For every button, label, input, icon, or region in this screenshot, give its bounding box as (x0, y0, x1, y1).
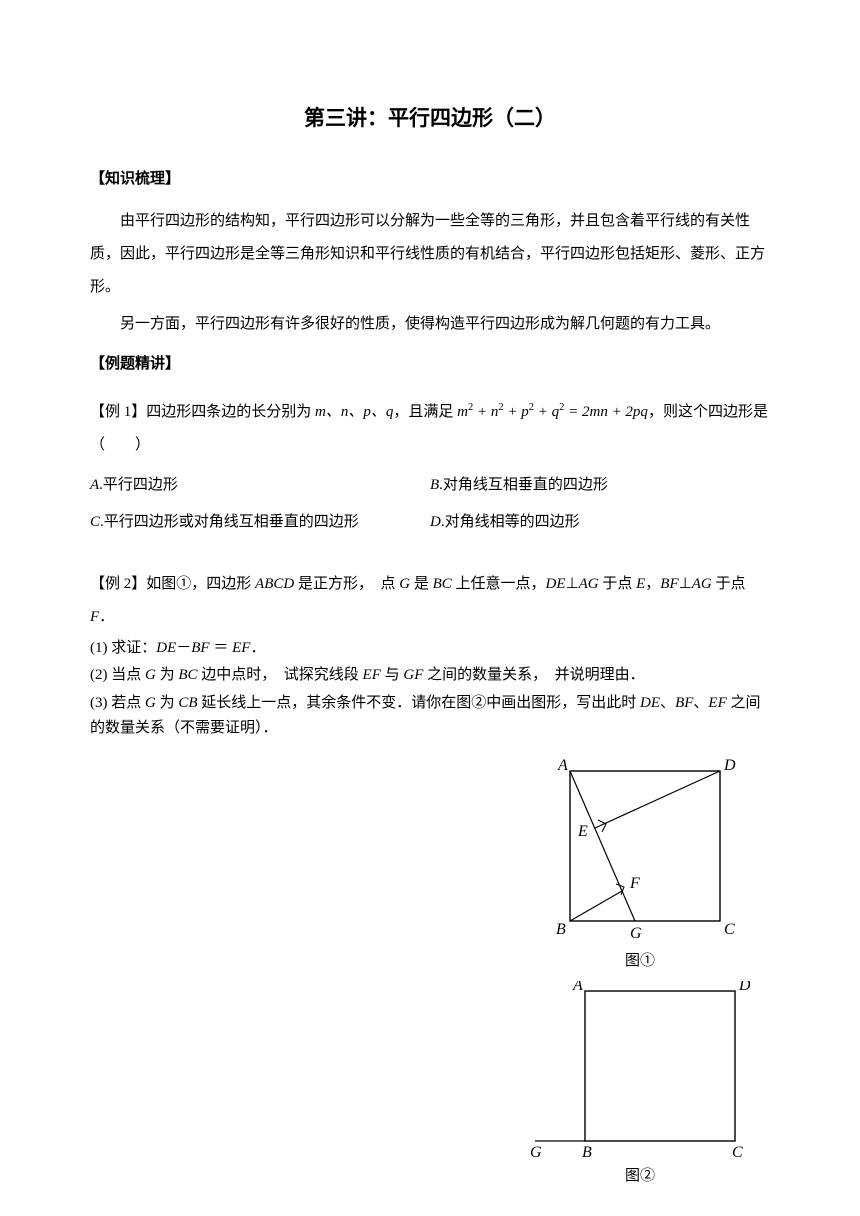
example-2-part3: (3) 若点 G 为 CB 延长线上一点，其余条件不变．请你在图②中画出图形，写… (90, 691, 770, 742)
label-E: E (577, 823, 588, 840)
option-c: C.平行四边形或对角线互相垂直的四边形 (90, 509, 430, 536)
figures-container: A D B C E F G 图① A D B C G 图② (90, 756, 770, 1196)
example-1-stem: 【例 1】四边形四条边的长分别为 m、n、p、q，且满足 m2 + n2 + p… (90, 396, 770, 462)
paragraph-2: 另一方面，平行四边形有许多很好的性质，使得构造平行四边形成为解几何题的有力工具。 (90, 308, 770, 341)
label-B: B (556, 921, 566, 938)
option-d: D.对角线相等的四边形 (430, 509, 770, 536)
label-G2: G (530, 1144, 542, 1161)
example-1-options: A.平行四边形 B.对角线互相垂直的四边形 C.平行四边形或对角线互相垂直的四边… (90, 472, 770, 536)
figure-1: A D B C E F G 图① (530, 756, 750, 975)
figure-1-label: 图① (530, 948, 750, 975)
section-examples-header: 【例题精讲】 (90, 351, 770, 378)
example-2-part1: (1) 求证：DE－BF ＝ EF． (90, 636, 770, 662)
label-A2: A (572, 981, 583, 994)
label-D: D (723, 757, 736, 774)
example-1: 【例 1】四边形四条边的长分别为 m、n、p、q，且满足 m2 + n2 + p… (90, 396, 770, 536)
label-D2: D (738, 981, 750, 994)
example-2: 【例 2】如图①，四边形 ABCD 是正方形， 点 G 是 BC 上任意一点，D… (90, 568, 770, 742)
section-knowledge-header: 【知识梳理】 (90, 166, 770, 193)
paragraph-1: 由平行四边形的结构知，平行四边形可以分解为一些全等的三角形，并且包含着平行线的有… (90, 205, 770, 304)
figure-2-svg: A D B C G (530, 981, 750, 1161)
example-1-label: 【例 1】 (90, 404, 146, 420)
example-1-vars: m、n、p、q (315, 404, 393, 420)
option-a: A.平行四边形 (90, 472, 430, 499)
example-1-text-a: 四边形四条边的长分别为 (146, 404, 315, 420)
label-B2: B (582, 1144, 592, 1161)
option-b: B.对角线互相垂直的四边形 (430, 472, 770, 499)
label-C: C (724, 921, 735, 938)
page-title: 第三讲：平行四边形（二） (90, 100, 770, 138)
label-C2: C (732, 1144, 743, 1161)
example-1-formula: m2 + n2 + p2 + q2 = 2mn + 2pq (457, 404, 648, 420)
label-A: A (557, 757, 568, 774)
label-F: F (629, 875, 640, 892)
example-2-stem: 【例 2】如图①，四边形 ABCD 是正方形， 点 G 是 BC 上任意一点，D… (90, 568, 770, 634)
figure-2: A D B C G 图② (530, 981, 750, 1190)
example-2-label: 【例 2】 (90, 576, 146, 592)
example-1-text-b: ，且满足 (393, 404, 457, 420)
label-G: G (630, 925, 642, 942)
figure-2-label: 图② (530, 1163, 750, 1190)
example-2-part2: (2) 当点 G 为 BC 边中点时， 试探究线段 EF 与 GF 之间的数量关… (90, 663, 770, 689)
figure-1-svg: A D B C E F G (530, 756, 750, 946)
